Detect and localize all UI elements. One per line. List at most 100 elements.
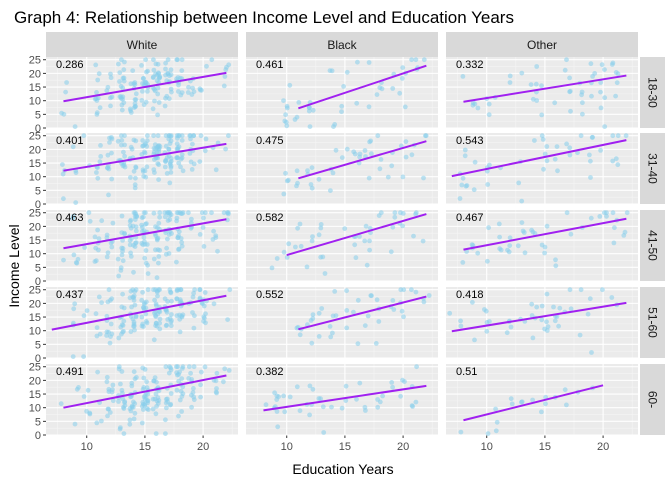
data-point: [150, 396, 156, 402]
data-point: [409, 152, 415, 158]
data-point: [544, 158, 550, 164]
data-point: [613, 156, 619, 162]
data-point: [156, 254, 162, 259]
data-point: [568, 306, 574, 312]
data-point: [367, 247, 372, 253]
data-point: [142, 255, 148, 261]
data-point: [421, 299, 427, 305]
x-tick-label: 10: [481, 441, 493, 453]
correlation-label: 0.401: [56, 135, 84, 147]
data-point: [472, 337, 477, 343]
x-tick-label: 15: [139, 441, 151, 453]
data-point: [602, 95, 608, 101]
data-point: [132, 82, 138, 87]
data-point: [177, 397, 183, 403]
data-point: [562, 387, 568, 393]
data-point: [498, 247, 504, 253]
data-point: [564, 210, 570, 216]
data-point: [116, 366, 122, 372]
data-point: [178, 287, 184, 293]
data-point: [333, 147, 339, 153]
data-point: [284, 105, 290, 111]
data-point: [191, 325, 197, 331]
data-point: [327, 324, 333, 329]
data-point: [329, 404, 334, 410]
data-point: [227, 287, 233, 293]
data-point: [458, 429, 464, 435]
data-point: [483, 308, 489, 314]
data-point: [588, 175, 593, 180]
data-point: [578, 287, 584, 293]
data-point: [140, 401, 146, 407]
data-point: [475, 250, 481, 256]
data-point: [508, 396, 514, 402]
data-point: [106, 389, 112, 395]
data-point: [388, 249, 394, 255]
data-point: [352, 242, 358, 248]
data-point: [222, 366, 228, 372]
data-point: [373, 341, 379, 346]
data-point: [145, 287, 151, 293]
data-point: [544, 319, 549, 325]
y-tick-label: 5: [35, 109, 41, 121]
data-point: [485, 431, 491, 436]
data-point: [330, 330, 335, 336]
data-point: [133, 138, 139, 144]
data-point: [139, 314, 145, 320]
data-point: [143, 311, 149, 317]
data-point: [198, 133, 204, 139]
data-point: [174, 370, 180, 376]
data-point: [352, 151, 358, 157]
regression-line: [463, 217, 627, 251]
data-point: [190, 294, 196, 300]
data-point: [282, 409, 288, 415]
data-point: [151, 287, 156, 293]
data-point: [105, 250, 111, 256]
data-point: [163, 60, 169, 66]
data-point: [460, 74, 466, 79]
panel-background: [246, 57, 438, 128]
data-point: [117, 94, 123, 100]
panel-white-18-30: 0.286: [46, 57, 238, 129]
data-point: [587, 296, 593, 302]
data-point: [367, 238, 372, 244]
data-point: [127, 417, 133, 423]
data-point: [153, 233, 159, 239]
data-point: [351, 309, 356, 315]
data-point: [153, 61, 159, 67]
data-point: [568, 108, 573, 114]
data-point: [95, 175, 101, 181]
data-point: [106, 166, 112, 172]
data-point: [145, 133, 150, 139]
data-point: [201, 303, 207, 309]
data-point: [188, 225, 194, 231]
data-point: [116, 399, 121, 404]
data-point: [117, 79, 122, 84]
data-point: [375, 133, 381, 139]
data-point: [197, 159, 203, 165]
data-point: [166, 153, 172, 159]
data-point: [71, 213, 76, 219]
data-point: [71, 252, 77, 258]
data-point: [577, 332, 583, 338]
data-point: [598, 105, 604, 111]
data-point: [201, 314, 207, 320]
data-point: [109, 331, 115, 337]
y-tick-label: 15: [29, 389, 41, 401]
y-tick-label: 10: [29, 403, 41, 415]
data-point: [121, 305, 127, 311]
data-point: [139, 215, 145, 221]
data-point: [81, 354, 86, 359]
data-point: [211, 228, 217, 234]
data-point: [225, 317, 231, 322]
data-point: [293, 244, 298, 250]
data-point: [127, 175, 133, 180]
data-point: [139, 420, 145, 426]
y-tick-label: 15: [29, 158, 41, 170]
data-point: [610, 133, 616, 139]
data-point: [110, 398, 116, 404]
data-point: [191, 89, 197, 95]
data-point: [344, 146, 350, 152]
data-point: [151, 378, 157, 384]
